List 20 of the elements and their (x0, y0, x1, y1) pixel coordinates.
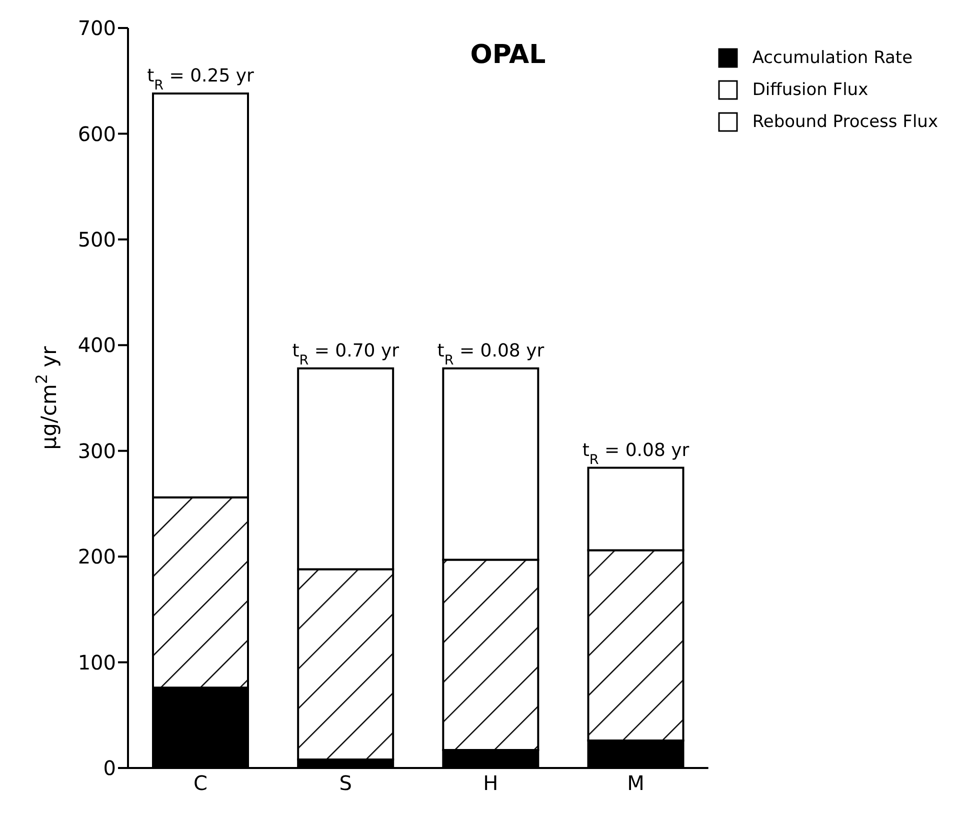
legend-label: Rebound Process Flux (752, 112, 938, 132)
x-tick-label: S (339, 771, 352, 796)
legend-label: Diffusion Flux (752, 80, 868, 100)
annotation: t$_{R}$ = 0.70 yr (292, 340, 400, 368)
y-tick-label: 0 (103, 756, 116, 780)
annotation: t$_{R}$ = 0.25 yr (147, 66, 255, 94)
x-tick-label: M (627, 771, 644, 796)
y-tick-label: 500 (78, 228, 116, 252)
y-tick-label: 700 (78, 16, 116, 40)
x-tick-label: C (194, 771, 208, 796)
y-tick-label: 300 (78, 438, 116, 463)
y-tick-label: 400 (78, 333, 116, 358)
x-tick-label: H (483, 771, 498, 796)
text: OPAL (470, 40, 546, 70)
y-tick-label: 100 (78, 650, 116, 674)
y-tick-label: 200 (78, 544, 116, 569)
legend-label: Accumulation Rate (752, 48, 913, 68)
annotation: t$_{R}$ = 0.08 yr (437, 340, 545, 368)
annotation: t$_{R}$ = 0.08 yr (582, 440, 690, 468)
y-tick-label: 600 (78, 122, 116, 146)
